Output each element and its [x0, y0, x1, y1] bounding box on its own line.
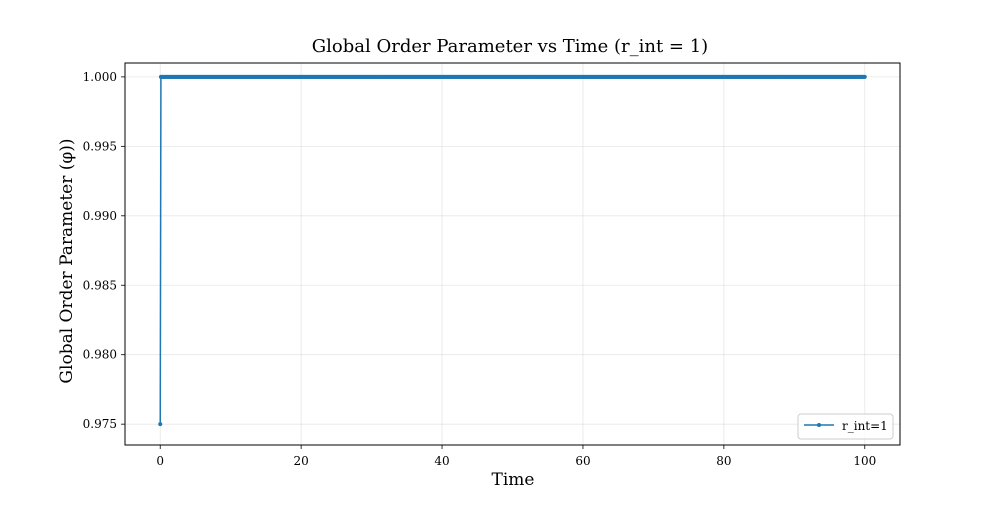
y-tick-label: 0.985 — [83, 278, 117, 292]
x-tick-label: 100 — [853, 454, 876, 468]
x-tick-label: 80 — [716, 454, 731, 468]
legend-marker — [817, 423, 821, 427]
series-layer — [158, 74, 867, 427]
y-ticks: 0.975 0.980 0.985 0.990 0.995 1.000 — [83, 70, 125, 431]
data-point — [158, 422, 163, 427]
x-tick-label: 20 — [293, 454, 308, 468]
x-tick-label: 40 — [434, 454, 449, 468]
legend-box — [797, 413, 894, 440]
x-tick-label: 0 — [156, 454, 164, 468]
legend: r_int=1 — [797, 413, 894, 440]
y-tick-label: 0.990 — [83, 209, 117, 223]
y-tick-label: 0.995 — [83, 139, 117, 153]
x-ticks: 0 20 40 60 80 100 — [156, 445, 876, 468]
y-tick-label: 0.980 — [83, 348, 117, 362]
data-point — [862, 74, 867, 79]
x-axis-title: Time — [492, 470, 535, 490]
legend-label: r_int=1 — [842, 419, 888, 433]
grid — [125, 63, 900, 445]
chart-title: Global Order Parameter vs Time (r_int = … — [312, 36, 708, 57]
x-tick-label: 60 — [575, 454, 590, 468]
plot-frame — [124, 62, 901, 446]
y-axis-title: Global Order Parameter (φ)) — [57, 138, 77, 383]
y-tick-label: 0.975 — [83, 417, 117, 431]
series-markers — [158, 74, 867, 427]
y-tick-label: 1.000 — [83, 70, 117, 84]
